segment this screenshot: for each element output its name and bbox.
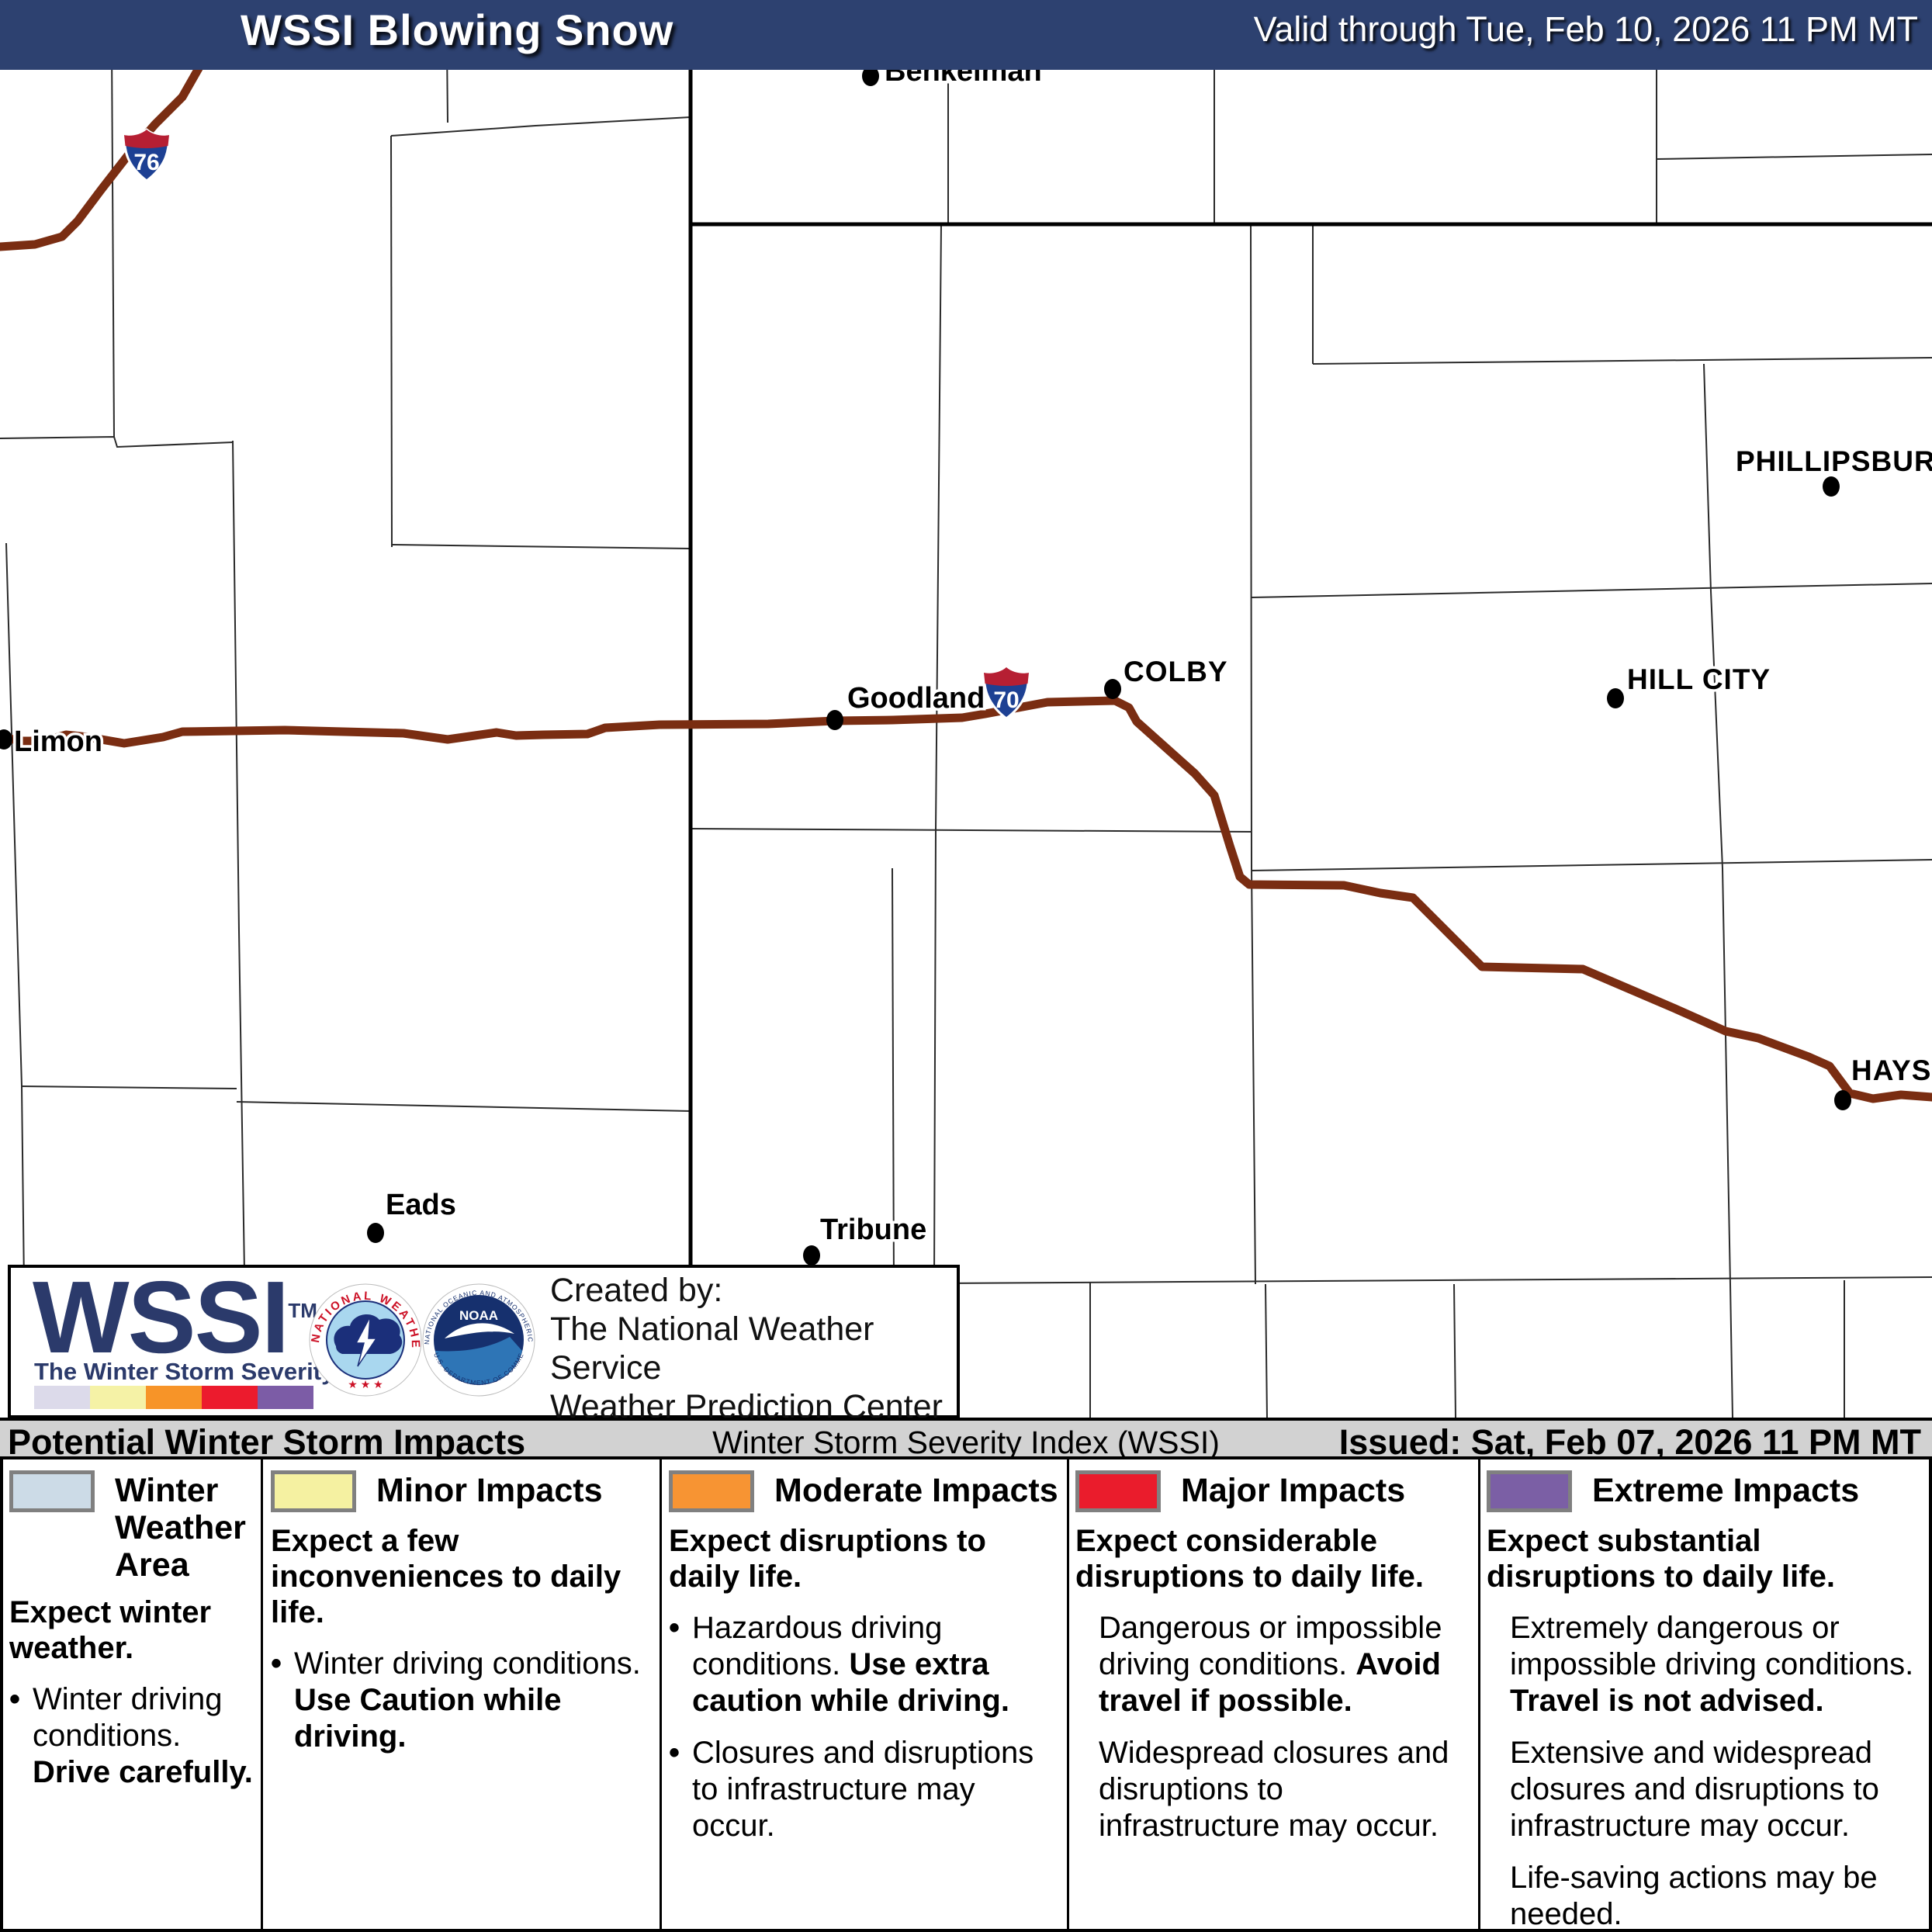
legend-title: Major Impacts (1181, 1472, 1406, 1509)
item-indent (1075, 1735, 1099, 1844)
city-dot-limon (0, 729, 12, 750)
scale-swatch-major (202, 1386, 258, 1409)
city-labels: Benkelman Limon Goodland COLBY PHILLIPSB… (12, 53, 1932, 1249)
legend-item: • Hazardous driving conditions. Use extr… (669, 1611, 1009, 1718)
legend-column-minor-impacts: Minor Impacts Expect a few inconvenience… (271, 1459, 653, 1755)
noaa-logo-icon: NOAA NATIONAL OCEANIC AND ATMOSPHERIC AD… (422, 1283, 535, 1397)
legend-column-winter-weather-area: Winter Weather Area Expect winter weathe… (9, 1459, 256, 1791)
legend-column-major-impacts: Major Impacts Expect considerable disrup… (1075, 1459, 1471, 1844)
color-swatch-moderate (669, 1470, 754, 1512)
legend-item: Extensive and widespread closures and di… (1487, 1735, 1930, 1844)
color-swatch-minor (271, 1470, 356, 1512)
legend-title: Extreme Impacts (1592, 1472, 1860, 1509)
legend-divider (1478, 1459, 1480, 1932)
impacts-bar: Potential Winter Storm Impacts Winter St… (0, 1418, 1932, 1462)
issued-label: Issued: Sat, Feb 07, 2026 11 PM MT (1338, 1422, 1921, 1462)
map-canvas: Benkelman Limon Goodland COLBY PHILLIPSB… (0, 42, 1932, 1419)
legend-intro: Expect disruptions to daily life. (669, 1524, 986, 1594)
legend-item: Widespread closures and disruptions to i… (1075, 1735, 1471, 1844)
legend-intro: Expect a few inconveniences to daily lif… (271, 1524, 621, 1629)
legend-item: Dangerous or impossible driving conditio… (1075, 1610, 1471, 1719)
wssi-logo-box: WSSITM The Winter Storm Severity Index N… (8, 1260, 960, 1425)
interstate-76-shield: 76 (123, 128, 171, 182)
city-dot-benkelman (862, 66, 879, 86)
scale-swatch-extreme (258, 1386, 313, 1409)
city-label-phillipsburg: PHILLIPSBURG (1736, 445, 1932, 477)
scale-swatch-moderate (146, 1386, 202, 1409)
wssi-index-label: Winter Storm Severity Index (WSSI) (712, 1425, 1220, 1460)
legend: Winter Weather Area Expect winter weathe… (0, 1459, 1932, 1932)
city-dot-tribune (803, 1245, 820, 1265)
city-dot-hill-city (1607, 688, 1624, 708)
legend-column-moderate-impacts: Moderate Impacts Expect disruptions to d… (669, 1459, 1060, 1844)
wssi-severity-scale (34, 1386, 313, 1409)
item-indent (1487, 1860, 1510, 1932)
valid-through-label: Valid through Tue, Feb 10, 2026 11 PM MT (1253, 9, 1918, 49)
map-svg: Benkelman Limon Goodland COLBY PHILLIPSB… (0, 42, 1932, 1419)
city-label-hill-city: HILL CITY (1627, 663, 1771, 695)
city-label-goodland: Goodland (847, 682, 985, 715)
city-dot-hays (1834, 1090, 1851, 1110)
legend-intro: Expect substantial disruptions to daily … (1487, 1524, 1835, 1594)
legend-title: Winter Weather Area (115, 1472, 246, 1584)
legend-title: Moderate Impacts (774, 1472, 1058, 1509)
shield-70-number: 70 (993, 687, 1019, 713)
bullet-dot: • (669, 1736, 680, 1770)
state-boundaries (688, 47, 1932, 1418)
impacts-bar-title: Potential Winter Storm Impacts (8, 1422, 526, 1462)
created-by-text: Created by: The National Weather Service… (550, 1271, 957, 1426)
wssi-wordmark: WSSITM (33, 1260, 317, 1374)
interstate-70-road (0, 696, 1932, 1103)
nws-stars: ★ ★ ★ (348, 1378, 383, 1390)
city-dots (0, 66, 1851, 1265)
shield-76-number: 76 (133, 150, 159, 175)
legend-divider (1067, 1459, 1069, 1932)
noaa-wordmark: NOAA (459, 1308, 498, 1323)
item-indent (1487, 1610, 1510, 1719)
highway-roads (0, 42, 1932, 1103)
city-dot-colby (1104, 679, 1121, 699)
item-indent (1075, 1610, 1099, 1719)
item-indent (1487, 1735, 1510, 1844)
page-title: WSSI Blowing Snow (241, 5, 674, 54)
legend-column-extreme-impacts: Extreme Impacts Expect substantial disru… (1487, 1459, 1930, 1932)
legend-item: Extremely dangerous or impossible drivin… (1487, 1610, 1930, 1719)
city-label-hays: HAYS (1851, 1054, 1931, 1086)
legend-item: • Closures and disruptions to infrastruc… (669, 1736, 1034, 1843)
city-label-limon: Limon (14, 725, 102, 758)
scale-swatch-minor (90, 1386, 146, 1409)
city-label-eads: Eads (386, 1189, 456, 1221)
scale-swatch-winter-weather (34, 1386, 90, 1409)
legend-divider (261, 1459, 263, 1932)
interstate-70-shield: 70 (982, 666, 1030, 720)
color-swatch-winter-weather (9, 1470, 95, 1512)
legend-item: • Winter driving conditions. Drive caref… (9, 1682, 253, 1789)
county-boundaries (0, 46, 1932, 1419)
created-by-line2: The National Weather Service (550, 1311, 874, 1387)
legend-intro: Expect winter weather. (9, 1595, 212, 1665)
bullet-dot: • (271, 1646, 282, 1681)
bullet-dot: • (9, 1682, 21, 1716)
trademark-symbol: TM (288, 1299, 317, 1322)
city-label-colby: COLBY (1124, 656, 1228, 687)
legend-item: Life-saving actions may be needed. (1487, 1860, 1930, 1932)
color-swatch-extreme (1487, 1470, 1572, 1512)
legend-title: Minor Impacts (376, 1472, 603, 1509)
city-dot-eads (367, 1223, 384, 1243)
created-by-line1: Created by: (550, 1272, 723, 1309)
city-dot-phillipsburg (1823, 476, 1840, 497)
app-header: WSSI Blowing Snow Valid through Tue, Feb… (0, 0, 1932, 70)
color-swatch-major (1075, 1470, 1161, 1512)
legend-item: • Winter driving conditions. Use Caution… (271, 1646, 641, 1754)
city-label-tribune: Tribune (820, 1214, 926, 1246)
legend-divider (660, 1459, 662, 1932)
legend-intro: Expect considerable disruptions to daily… (1075, 1524, 1424, 1594)
interstate-76-road (0, 42, 216, 251)
bullet-dot: • (669, 1611, 680, 1645)
nws-logo-icon: NATIONAL WEATHER SERVICE ★ ★ ★ (309, 1283, 422, 1397)
city-dot-goodland (826, 710, 843, 730)
